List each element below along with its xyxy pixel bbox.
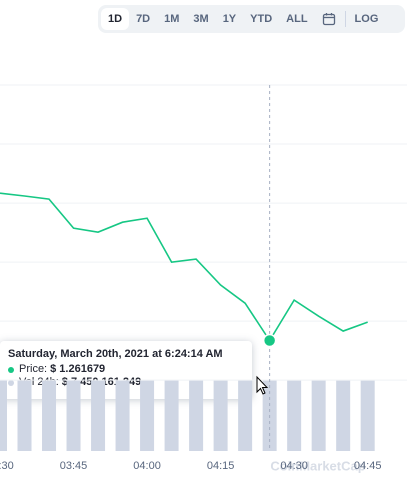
volume-bar xyxy=(336,380,351,451)
volume-bar xyxy=(213,380,228,451)
range-button[interactable]: 1Y xyxy=(222,13,237,25)
toolbar: 1D 7D 1M 3M 1Y YTD ALL LOG xyxy=(98,5,405,33)
x-tick-label: 03:30 xyxy=(0,460,14,472)
range-button[interactable]: 1D xyxy=(101,8,130,30)
log-button[interactable]: LOG xyxy=(354,13,379,25)
range-button[interactable]: 1M xyxy=(164,13,180,25)
tooltip-dot xyxy=(8,379,14,386)
calendar-button[interactable] xyxy=(315,8,343,30)
volume-bar xyxy=(0,380,7,451)
x-tick-label: 04:30 xyxy=(280,460,308,472)
cursor xyxy=(256,375,269,395)
volume-bar xyxy=(42,380,57,451)
volume-bar xyxy=(311,380,326,451)
volume-bar xyxy=(17,380,32,451)
tooltip-label: Price: xyxy=(19,363,48,375)
volume-bar xyxy=(287,380,302,451)
tooltip-row: Price: $ 1.261679 xyxy=(8,363,244,376)
volume-bar xyxy=(360,380,375,451)
volume-bar xyxy=(66,380,81,451)
x-tick-label: 04:15 xyxy=(207,460,235,472)
range-button[interactable]: 3M xyxy=(193,13,209,25)
range-button[interactable]: ALL xyxy=(286,13,308,25)
separator xyxy=(344,11,346,27)
tooltip-title: Saturday, March 20th, 2021 at 6:24:14 AM xyxy=(8,348,223,360)
price-line xyxy=(0,192,368,343)
range-button[interactable]: YTD xyxy=(250,13,273,25)
volume-bar xyxy=(91,380,106,451)
watermark: CoinMarketCap xyxy=(270,458,365,473)
volume-bar xyxy=(115,380,130,451)
tooltip-dot xyxy=(8,366,14,373)
volume-bar xyxy=(189,380,204,451)
calendar-icon xyxy=(322,13,335,26)
hover-point xyxy=(262,333,277,348)
range-button[interactable]: 7D xyxy=(136,13,151,25)
volume-bar xyxy=(238,380,253,451)
volume-bar xyxy=(164,380,179,451)
volume-bar xyxy=(140,380,155,451)
x-tick-label: 04:00 xyxy=(133,460,161,472)
x-tick-label: 04:45 xyxy=(354,460,382,472)
x-tick-label: 03:45 xyxy=(60,460,88,472)
tooltip-value: $ 1.261679 xyxy=(50,363,106,375)
